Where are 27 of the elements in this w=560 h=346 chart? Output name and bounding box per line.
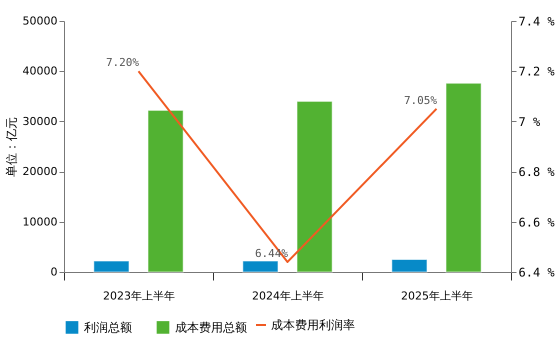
y2-tick-label: 7 % [518,114,541,129]
legend-label: 利润总额 [84,320,132,334]
y-tick-label: 50000 [22,14,58,28]
bar [391,258,428,272]
x-tick-label: 2023年上半年 [103,290,175,302]
y-tick-label: 10000 [22,215,58,228]
legend-label: 成本费用利润率 [271,318,355,332]
x-tick-label: 2025年上半年 [401,290,473,302]
y2-tick-label: 7.2 % [518,64,556,79]
bar [296,100,333,272]
y-tick-label: 40000 [22,64,58,78]
data-label: 7.05% [404,94,438,107]
bar [147,110,184,272]
y-tick-label: 0 [50,266,58,278]
bar [445,82,482,272]
y2-tick-label: 6.8 % [518,165,556,180]
bar [93,260,130,272]
legend-label: 成本费用总额 [175,320,247,334]
x-tick-label: 2024年上半年 [252,290,324,302]
y2-tick-label: 7.4 % [518,14,556,28]
y-tick-label: 30000 [22,114,58,128]
data-label: 7.20% [106,56,140,70]
y-tick-label: 20000 [22,165,58,178]
y-axis-title: 单位：亿元 [4,117,19,177]
y2-tick-label: 6.4 % [518,266,556,280]
bar [242,260,279,272]
y2-tick-label: 6.6 % [518,215,556,230]
